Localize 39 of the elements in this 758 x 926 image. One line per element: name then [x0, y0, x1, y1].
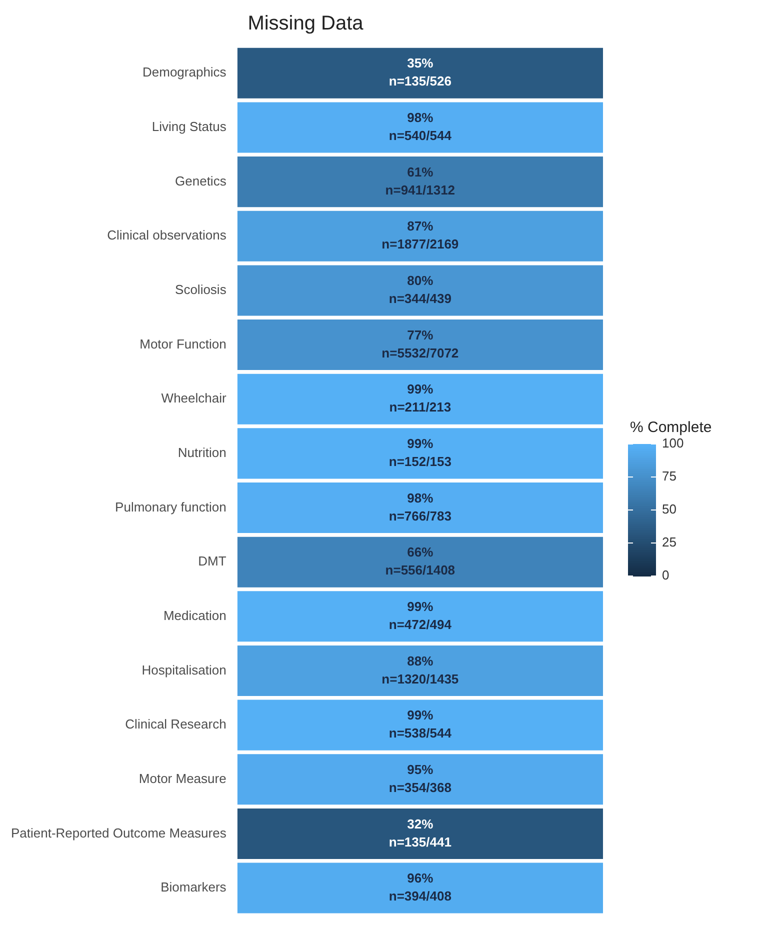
color-bar-label: 100 [662, 436, 684, 451]
y-tick-label: Patient-Reported Outcome Measures [10, 825, 227, 840]
data-label: 99% n=152/153 [388, 436, 452, 470]
data-label: 66% n=556/1408 [385, 544, 456, 578]
y-tick-label: Genetics [175, 173, 227, 188]
chart-title: Missing Data [248, 12, 364, 35]
data-label: 99% n=538/544 [388, 708, 452, 741]
data-label: 96% n=394/408 [388, 870, 452, 904]
y-tick-label: Motor Function [140, 336, 226, 352]
y-tick-label: DMT [198, 554, 226, 569]
data-label: 99% n=472/494 [388, 598, 452, 632]
data-label: 98% n=540/544 [388, 110, 452, 144]
y-tick-label: Hospitalisation [142, 662, 226, 678]
y-tick-label: Biomarkers [160, 880, 227, 895]
data-label: 99% n=211/213 [389, 382, 452, 415]
y-tick-label: Clinical Research [125, 716, 226, 732]
color-bar-label: 0 [662, 568, 670, 583]
data-label: 35% n=135/526 [388, 56, 452, 89]
data-label: 80% n=344/439 [388, 273, 452, 306]
y-tick-label: Pulmonary function [115, 499, 226, 514]
data-label: 32% n=135/441 [388, 816, 452, 850]
color-bar-label: 25 [662, 534, 676, 550]
y-tick-label: Living Status [152, 119, 227, 134]
data-label: 87% n=1877/2169 [382, 218, 459, 252]
color-bar-label: 50 [662, 502, 676, 517]
y-tick-label: Motor Measure [138, 770, 226, 786]
y-tick-label: Demographics [142, 64, 227, 80]
y-tick-label: Wheelchair [161, 390, 227, 406]
data-label: 95% n=354/368 [388, 762, 452, 795]
y-tick-label: Clinical observations [107, 228, 227, 243]
data-label: 61% n=941/1312 [385, 164, 456, 198]
y-tick-label: Medication [163, 608, 226, 623]
data-label: 88% n=1320/1435 [382, 653, 459, 686]
color-bar-label: 75 [662, 468, 676, 484]
y-tick-label: Scoliosis [175, 282, 227, 298]
y-tick-label: Nutrition [178, 445, 226, 460]
data-label: 98% n=766/783 [388, 490, 452, 524]
data-label: 77% n=5532/7072 [382, 327, 459, 360]
color-bar-title: % Complete [630, 419, 712, 436]
